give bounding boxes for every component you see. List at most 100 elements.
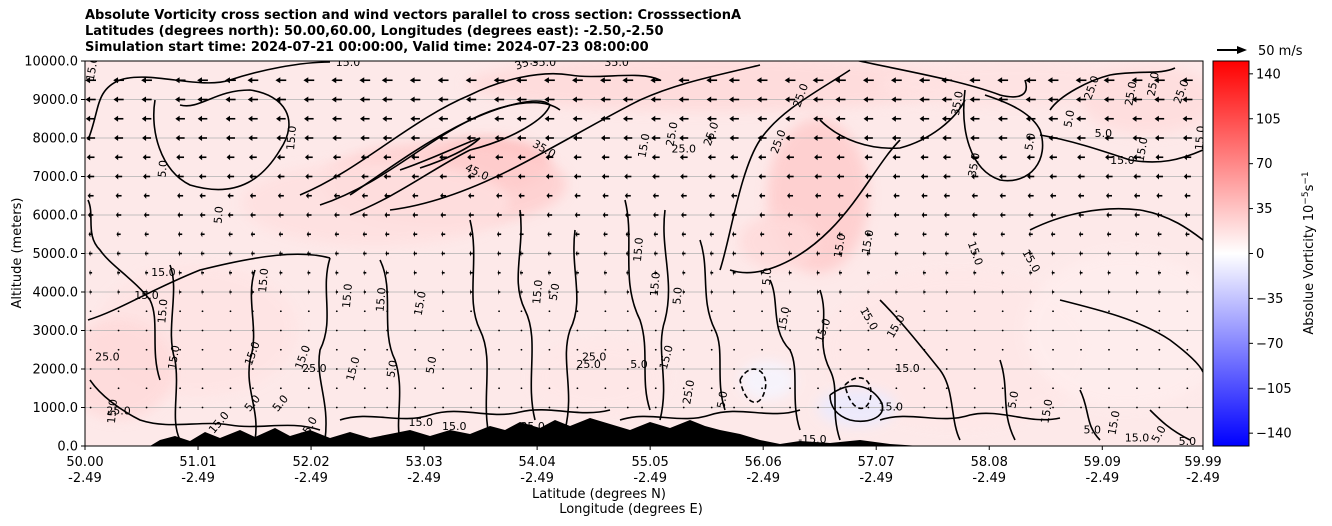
wind-arrow xyxy=(654,348,657,351)
wind-arrow xyxy=(788,289,792,295)
wind-arrow xyxy=(275,77,287,84)
wind-arrow xyxy=(383,173,391,180)
wind-arrow xyxy=(1027,192,1034,199)
wind-dot xyxy=(1080,310,1082,313)
wind-arrow xyxy=(470,329,472,332)
wind-head xyxy=(1075,77,1081,84)
wind-head xyxy=(863,96,868,103)
wind-arrow xyxy=(941,115,952,122)
wind-arrow xyxy=(382,135,392,141)
wind-dot xyxy=(867,387,870,390)
contour-line xyxy=(1149,409,1191,441)
wind-arrow xyxy=(973,387,976,390)
wind-arrow xyxy=(863,96,874,103)
wind-head xyxy=(572,77,577,84)
wind-head xyxy=(731,192,734,199)
wind-dot xyxy=(307,368,310,370)
wind-arrow xyxy=(1136,368,1138,370)
wind-head xyxy=(412,192,415,199)
wind-arrow xyxy=(654,406,657,409)
wind-arrow xyxy=(248,154,257,161)
wind-arrow xyxy=(654,269,658,276)
wind-arrow xyxy=(414,387,417,390)
wind-arrow xyxy=(679,135,689,141)
wind-arrow xyxy=(363,368,366,370)
wind-arrow xyxy=(891,115,902,122)
wind-arrow xyxy=(414,310,417,313)
wind-head xyxy=(626,269,628,276)
wind-head xyxy=(788,289,790,295)
wind-arrow xyxy=(361,192,368,199)
wind-head xyxy=(496,231,499,238)
wind-arrow xyxy=(839,406,842,409)
wind-arrow xyxy=(465,77,477,84)
wind-head xyxy=(813,115,818,122)
wind-head xyxy=(1185,231,1188,238)
wind-head xyxy=(835,77,840,84)
wind-arrow xyxy=(971,173,979,180)
wind-arrow xyxy=(1025,96,1036,103)
wind-dot xyxy=(442,310,445,313)
y-tick-label: 8000.0 xyxy=(33,132,79,147)
wind-arrow xyxy=(835,115,846,122)
wind-dot xyxy=(710,310,713,313)
contour-label: 15.0 xyxy=(530,279,545,305)
wind-head xyxy=(332,154,337,161)
wind-head xyxy=(1050,192,1053,199)
contour-line xyxy=(339,409,611,421)
wind-arrow xyxy=(839,368,842,370)
contour-line xyxy=(152,89,290,191)
wind-dot xyxy=(470,329,472,332)
wind-dot xyxy=(604,387,607,390)
wind-arrow xyxy=(85,96,96,103)
wind-arrow xyxy=(650,96,661,103)
wind-arrow xyxy=(89,406,92,409)
wind-head xyxy=(1181,77,1187,84)
colorbar-tick-label: 70 xyxy=(1256,157,1273,172)
wind-dot xyxy=(682,368,685,370)
wind-head xyxy=(468,192,471,199)
wind-head xyxy=(1103,96,1109,103)
wind-arrow xyxy=(1131,96,1143,103)
wind-dot xyxy=(576,368,579,370)
wind-head xyxy=(518,212,522,218)
wind-dot xyxy=(117,329,120,332)
wind-arrow xyxy=(760,250,764,257)
wind-arrow xyxy=(1131,77,1143,84)
wind-arrow xyxy=(710,348,713,351)
y-tick-label: 3000.0 xyxy=(33,324,79,339)
wind-arrow xyxy=(604,310,607,313)
wind-head xyxy=(495,154,499,161)
wind-arrow xyxy=(626,329,629,332)
wind-arrow xyxy=(682,289,685,295)
wind-arrow xyxy=(381,77,393,84)
wind-head xyxy=(815,192,818,199)
wind-head xyxy=(229,289,231,295)
wind-dot xyxy=(682,348,685,351)
contour-label: 15.0 xyxy=(895,362,920,375)
wind-dot xyxy=(179,348,182,351)
wind-head xyxy=(921,192,925,199)
wind-arrow xyxy=(651,135,661,141)
wind-arrow xyxy=(305,192,312,199)
wind-arrow xyxy=(1185,269,1189,276)
wind-arrow xyxy=(1182,115,1193,122)
contour-label: 35.0 xyxy=(520,420,545,433)
wind-head xyxy=(574,192,578,199)
contour-label: 25.0 xyxy=(680,379,697,405)
wind-arrow xyxy=(548,329,551,332)
wind-arrow xyxy=(572,77,583,84)
wind-dot xyxy=(470,387,472,390)
wind-head xyxy=(332,115,337,122)
wind-head xyxy=(145,269,147,276)
wind-head xyxy=(835,115,840,122)
contour-line xyxy=(719,69,851,271)
wind-dot xyxy=(817,387,819,390)
wind-dot xyxy=(201,329,204,332)
wind-arrow xyxy=(945,348,948,351)
wind-head xyxy=(729,135,734,141)
wind-arrow xyxy=(307,329,310,332)
wind-head xyxy=(941,77,947,84)
wind-arrow xyxy=(682,348,685,351)
